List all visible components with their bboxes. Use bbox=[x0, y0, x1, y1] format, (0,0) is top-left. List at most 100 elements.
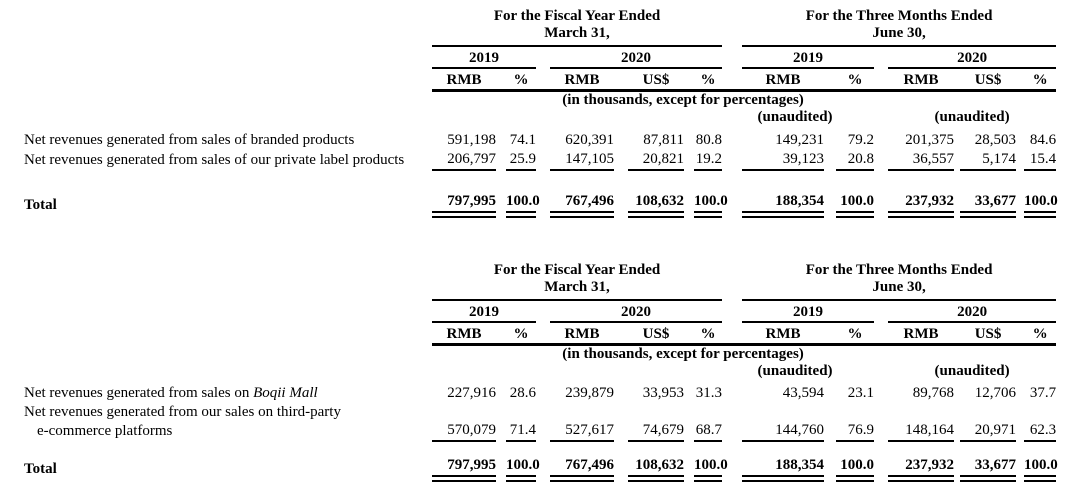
year-label-fy2020: 2020 bbox=[550, 46, 723, 69]
total-value-cell: 237,932 bbox=[888, 456, 955, 482]
column-header-usd: US$ bbox=[960, 322, 1017, 346]
column-header-rmb: RMB bbox=[888, 322, 955, 346]
three-months-section-header: For the Three Months Ended June 30, bbox=[742, 8, 1057, 47]
value-cell: 148,164 bbox=[888, 403, 955, 442]
value-cell: 36,557 bbox=[888, 150, 955, 171]
year-header-row: 2019 2020 2019 2020 bbox=[0, 300, 1057, 323]
value-cell: 28.6 bbox=[509, 385, 536, 401]
column-header-usd: US$ bbox=[628, 68, 684, 92]
column-header-rmb: RMB bbox=[432, 322, 496, 346]
row-label-italic-boqii-mall: Boqii Mall bbox=[253, 385, 318, 401]
value-cell: 31.3 bbox=[695, 385, 723, 401]
value-cell: 74.1 bbox=[509, 132, 536, 148]
column-header-pct: % bbox=[836, 322, 875, 346]
total-value-cell: 100.0 bbox=[1024, 192, 1058, 218]
value-cell: 20,821 bbox=[628, 150, 684, 171]
value-cell: 15.4 bbox=[1024, 150, 1057, 171]
column-header-rmb: RMB bbox=[550, 322, 614, 346]
value-cell: 43,594 bbox=[782, 385, 825, 401]
column-header-usd: US$ bbox=[960, 68, 1017, 92]
column-header-rmb: RMB bbox=[888, 68, 955, 92]
value-cell: 87,811 bbox=[643, 132, 684, 148]
value-cell: 20,971 bbox=[960, 403, 1017, 442]
column-header-pct: % bbox=[1024, 322, 1057, 346]
scale-note: (in thousands, except for percentages) bbox=[562, 346, 804, 362]
total-value-cell: 188,354 bbox=[742, 456, 825, 482]
column-header-pct: % bbox=[694, 68, 723, 92]
column-header-pct: % bbox=[506, 322, 536, 346]
total-value-cell: 33,677 bbox=[960, 192, 1017, 218]
value-cell: 149,231 bbox=[775, 132, 825, 148]
value-cell: 23.1 bbox=[847, 385, 875, 401]
year-header-row: 2019 2020 2019 2020 bbox=[0, 46, 1057, 69]
value-cell: 570,079 bbox=[432, 403, 496, 442]
table-row-boqii-mall: Net revenues generated from sales on Boq… bbox=[0, 380, 1056, 403]
value-cell: 12,706 bbox=[974, 385, 1017, 401]
value-cell: 79.2 bbox=[847, 132, 875, 148]
revenue-by-sales-channel-table: For the Fiscal Year Ended March 31, For … bbox=[0, 262, 1058, 482]
value-cell: 76.9 bbox=[836, 403, 875, 442]
value-cell: 68.7 bbox=[694, 403, 723, 442]
column-header-rmb: RMB bbox=[432, 68, 496, 92]
scale-note-row: (in thousands, except for percentages) bbox=[0, 345, 1056, 364]
value-cell: 28,503 bbox=[974, 132, 1017, 148]
year-label-q2020: 2020 bbox=[888, 300, 1057, 323]
year-label-fy2019: 2019 bbox=[432, 46, 536, 69]
total-value-cell: 100.0 bbox=[506, 456, 540, 482]
total-value-cell: 100.0 bbox=[1024, 456, 1058, 482]
row-label-text: Net revenues generated from sales on bbox=[24, 385, 254, 401]
value-cell: 80.8 bbox=[695, 132, 723, 148]
column-header-rmb: RMB bbox=[742, 322, 825, 346]
value-cell: 5,174 bbox=[960, 150, 1017, 171]
total-value-cell: 188,354 bbox=[742, 192, 825, 218]
row-label: Net revenues generated from our sales on… bbox=[0, 403, 432, 441]
value-cell: 201,375 bbox=[905, 132, 955, 148]
unaudited-label-q2020: (unaudited) bbox=[934, 109, 1010, 125]
total-row: Total 797,995 100.0 767,496 108,632 100.… bbox=[0, 192, 1058, 218]
row-label-line2: e-commerce platforms bbox=[37, 423, 173, 439]
value-cell: 37.7 bbox=[1029, 385, 1057, 401]
value-cell: 33,953 bbox=[642, 385, 684, 401]
row-label: Net revenues generated from sales of our… bbox=[24, 152, 405, 168]
value-cell: 71.4 bbox=[506, 403, 536, 442]
year-label-fy2020: 2020 bbox=[550, 300, 723, 323]
unaudited-row: (unaudited) (unaudited) bbox=[0, 109, 1056, 126]
revenue-by-product-type-table: For the Fiscal Year Ended March 31, For … bbox=[0, 8, 1058, 218]
total-value-cell: 100.0 bbox=[836, 192, 875, 218]
fiscal-year-title-line2: March 31, bbox=[544, 279, 610, 295]
value-cell: 89,768 bbox=[912, 385, 955, 401]
value-cell: 620,391 bbox=[565, 132, 614, 148]
value-cell: 591,198 bbox=[447, 132, 496, 148]
total-value-cell: 100.0 bbox=[836, 456, 875, 482]
year-label-fy2019: 2019 bbox=[432, 300, 536, 323]
row-label: Net revenues generated from sales on Boq… bbox=[0, 380, 432, 403]
total-value-cell: 108,632 bbox=[628, 192, 684, 218]
value-cell: 62.3 bbox=[1024, 403, 1057, 442]
total-value-cell: 797,995 bbox=[432, 456, 496, 482]
three-months-title-line2: June 30, bbox=[872, 25, 926, 41]
value-cell: 527,617 bbox=[550, 403, 614, 442]
value-cell: 206,797 bbox=[432, 150, 496, 171]
row-label: Net revenues generated from sales of bra… bbox=[24, 132, 355, 148]
fiscal-year-title-line2: March 31, bbox=[544, 25, 610, 41]
year-label-q2020: 2020 bbox=[888, 46, 1057, 69]
total-value-cell: 767,496 bbox=[550, 192, 614, 218]
three-months-title-line2: June 30, bbox=[872, 279, 926, 295]
table-row-branded-products: Net revenues generated from sales of bra… bbox=[0, 126, 1056, 150]
value-cell: 20.8 bbox=[836, 150, 875, 171]
value-cell: 144,760 bbox=[742, 403, 825, 442]
column-header-pct: % bbox=[836, 68, 875, 92]
total-value-cell: 100.0 bbox=[694, 456, 728, 482]
value-cell: 74,679 bbox=[628, 403, 684, 442]
column-header-usd: US$ bbox=[628, 322, 684, 346]
unaudited-label-q2019: (unaudited) bbox=[757, 363, 833, 379]
three-months-title-line1: For the Three Months Ended bbox=[805, 262, 993, 278]
scale-note: (in thousands, except for percentages) bbox=[562, 92, 804, 108]
three-months-section-header: For the Three Months Ended June 30, bbox=[742, 262, 1057, 301]
unaudited-label-q2019: (unaudited) bbox=[757, 109, 833, 125]
year-label-q2019: 2019 bbox=[742, 300, 875, 323]
value-cell: 25.9 bbox=[506, 150, 536, 171]
fiscal-year-title-line1: For the Fiscal Year Ended bbox=[493, 262, 661, 278]
total-row: Total 797,995 100.0 767,496 108,632 100.… bbox=[0, 456, 1058, 482]
unaudited-label-q2020: (unaudited) bbox=[934, 363, 1010, 379]
